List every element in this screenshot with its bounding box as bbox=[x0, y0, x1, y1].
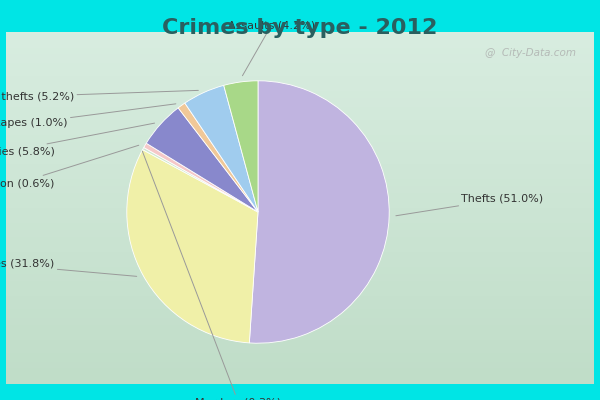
Text: Burglaries (31.8%): Burglaries (31.8%) bbox=[0, 260, 137, 276]
Text: Robberies (5.8%): Robberies (5.8%) bbox=[0, 123, 155, 157]
Wedge shape bbox=[127, 150, 258, 343]
Wedge shape bbox=[185, 85, 258, 212]
Wedge shape bbox=[143, 148, 258, 212]
Text: Arson (0.6%): Arson (0.6%) bbox=[0, 145, 139, 188]
Wedge shape bbox=[144, 143, 258, 212]
Text: Rapes (1.0%): Rapes (1.0%) bbox=[0, 104, 176, 128]
Text: Murders (0.3%): Murders (0.3%) bbox=[142, 151, 281, 400]
Wedge shape bbox=[146, 108, 258, 212]
Text: Assaults (4.2%): Assaults (4.2%) bbox=[227, 21, 314, 76]
Text: Auto thefts (5.2%): Auto thefts (5.2%) bbox=[0, 90, 199, 102]
Text: Thefts (51.0%): Thefts (51.0%) bbox=[396, 194, 544, 216]
Wedge shape bbox=[250, 81, 389, 343]
Text: Crimes by type - 2012: Crimes by type - 2012 bbox=[163, 18, 437, 38]
Wedge shape bbox=[178, 103, 258, 212]
Wedge shape bbox=[224, 81, 258, 212]
Text: @  City-Data.com: @ City-Data.com bbox=[485, 48, 576, 58]
